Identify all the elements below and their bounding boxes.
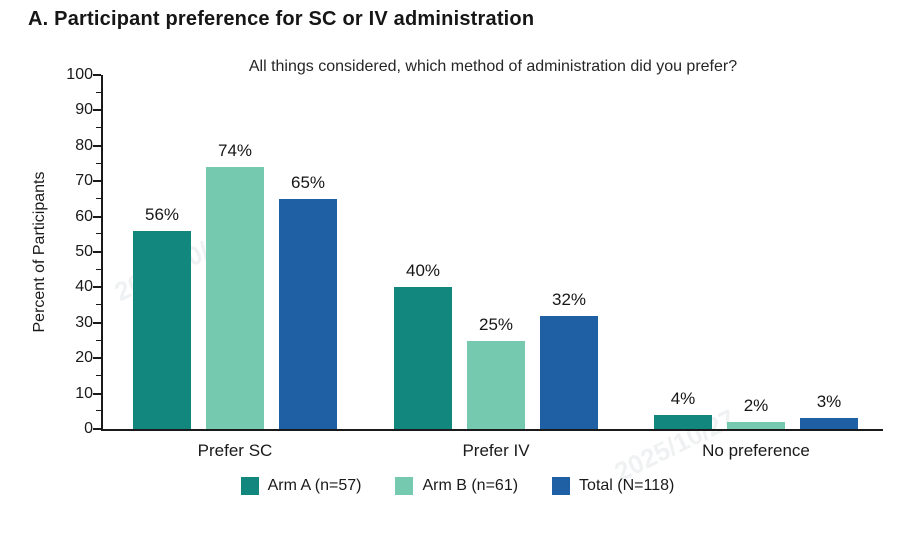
legend-item-arm-b: Arm B (n=61) (395, 477, 518, 495)
legend-swatch (240, 477, 259, 495)
y-major-tick (93, 74, 101, 76)
y-minor-tick (96, 374, 101, 376)
bar-arm-b-no-preference (727, 421, 785, 429)
figure-title: A. Participant preference for SC or IV a… (28, 8, 535, 30)
legend-label: Total (N=118) (579, 477, 675, 494)
x-axis-line (101, 429, 883, 431)
y-axis-line (101, 75, 103, 431)
x-category-label: Prefer IV (462, 441, 530, 460)
y-minor-tick (96, 162, 101, 164)
y-tick-label: 90 (75, 101, 93, 119)
y-tick-label: 0 (84, 420, 93, 437)
bar-value-label: 3% (816, 392, 842, 412)
y-axis-title: Percent of Participants (31, 171, 48, 333)
bar-value-label: 74% (217, 141, 253, 161)
bar-value-label: 56% (144, 204, 180, 224)
y-tick-label: 20 (75, 349, 93, 367)
bar-arm-b-prefer-sc (206, 167, 264, 429)
y-major-tick (93, 215, 101, 218)
y-minor-tick (96, 410, 101, 412)
chart-question-subtitle: All things considered, which method of a… (248, 58, 738, 75)
y-tick-label: 30 (75, 313, 93, 331)
bar-arm-a-prefer-iv (394, 287, 452, 429)
y-major-tick (93, 109, 101, 112)
y-minor-tick (96, 127, 101, 129)
y-major-tick (93, 321, 101, 324)
y-minor-tick (96, 91, 101, 93)
y-tick-label: 50 (75, 243, 93, 260)
y-major-tick (93, 251, 101, 253)
legend-swatch (395, 477, 414, 495)
y-major-tick (93, 392, 101, 395)
bar-value-label: 4% (670, 388, 696, 408)
y-major-tick (93, 144, 101, 147)
bar-total-no-preference (800, 418, 858, 429)
bar-value-label: 25% (478, 314, 514, 334)
y-tick-label: 40 (75, 278, 93, 296)
x-category-label: No preference (702, 441, 810, 460)
plot-area: 0 10 20 30 40 50 60 70 80 90 100 56% 74% 65% Prefer SC… (66, 66, 883, 460)
legend-label: Arm A (n=57) (267, 477, 362, 494)
y-tick-label: 80 (75, 136, 93, 154)
legend-item-arm-a: Arm A (n=57) (240, 477, 362, 495)
y-tick-label: 70 (75, 172, 93, 190)
bar-value-label: 32% (551, 289, 587, 309)
bar-value-label: 65% (290, 172, 326, 192)
bar-arm-a-no-preference (654, 414, 712, 429)
y-minor-tick (96, 197, 101, 199)
bar-arm-b-prefer-iv (467, 340, 525, 429)
legend-swatch (552, 477, 571, 495)
legend: Arm A (n=57) Arm B (n=61) Total (N=118) (0, 477, 915, 495)
y-minor-tick (96, 268, 101, 270)
legend-label: Arm B (n=61) (422, 477, 519, 494)
x-category-label: Prefer SC (197, 441, 273, 460)
bar-total-prefer-sc (279, 198, 337, 429)
bar-total-prefer-iv (540, 315, 598, 429)
y-major-tick (93, 357, 101, 360)
y-tick-label: 100 (66, 66, 93, 83)
y-major-tick (93, 180, 101, 183)
bar-arm-a-prefer-sc (133, 230, 191, 429)
y-tick-label: 10 (75, 384, 93, 402)
bar-value-label: 40% (405, 261, 441, 281)
bar-value-label: 2% (743, 395, 769, 415)
y-minor-tick (96, 339, 101, 341)
y-minor-tick (96, 304, 101, 306)
y-major-tick (93, 286, 101, 289)
y-minor-tick (96, 233, 101, 235)
y-major-tick (93, 428, 101, 430)
legend-item-total: Total (N=118) (552, 477, 674, 495)
y-tick-label: 60 (75, 207, 93, 225)
